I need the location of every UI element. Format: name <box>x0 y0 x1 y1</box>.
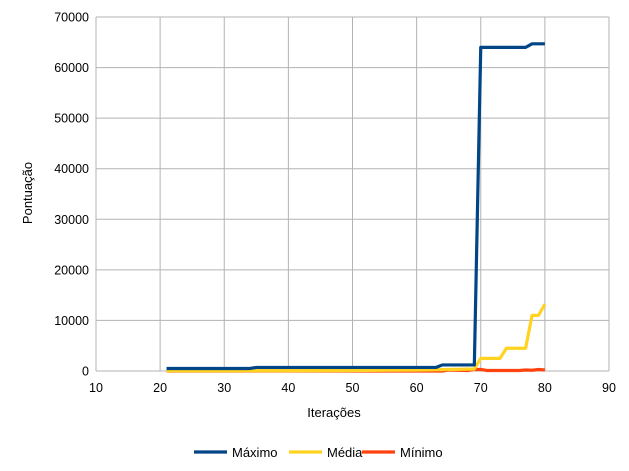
series-line-2 <box>166 303 547 373</box>
y-tick-label: 20000 <box>54 263 89 277</box>
y-axis-title: Pontuação <box>20 162 35 224</box>
x-tick-label: 20 <box>153 381 167 395</box>
legend-label: Mínimo <box>400 445 443 460</box>
legend-label: Máximo <box>232 445 278 460</box>
x-tick-label: 70 <box>474 381 488 395</box>
x-tick-label: 80 <box>538 381 552 395</box>
y-tick-label: 30000 <box>54 213 89 227</box>
series-lines <box>166 42 547 373</box>
y-tick-label: 10000 <box>54 314 89 328</box>
y-tick-label: 40000 <box>54 162 89 176</box>
tick-labels: 10 20 30 40 50 60 70 80 90 0 10000 20000 30000 40000 5… <box>54 11 616 396</box>
x-tick-label: 90 <box>602 381 616 395</box>
x-tick-label: 10 <box>89 381 103 395</box>
legend-label: Média <box>327 445 363 460</box>
grid <box>95 16 610 372</box>
x-tick-label: 40 <box>281 381 295 395</box>
series-line-1 <box>166 42 545 371</box>
x-axis-title: Iterações <box>307 405 361 420</box>
y-tick-label: 70000 <box>54 11 89 25</box>
x-tick-label: 60 <box>410 381 424 395</box>
x-tick-label: 30 <box>217 381 231 395</box>
y-tick-label: 50000 <box>54 112 89 126</box>
y-tick-label: 0 <box>82 365 89 379</box>
x-tick-label: 50 <box>346 381 360 395</box>
legend: Máximo Média Mínimo <box>194 445 443 460</box>
y-tick-label: 60000 <box>54 61 89 75</box>
